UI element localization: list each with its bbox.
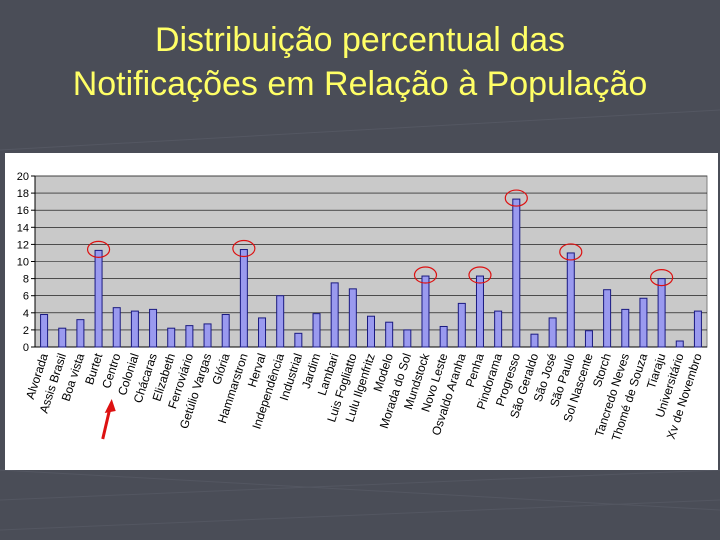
bar-15 xyxy=(294,332,303,348)
bar-28 xyxy=(530,333,539,348)
bar-20 xyxy=(385,321,394,348)
bar-31 xyxy=(584,330,593,348)
highlight-circle xyxy=(649,268,674,287)
bar-14 xyxy=(276,295,285,348)
bar-27 xyxy=(512,198,521,348)
bar-1 xyxy=(40,314,49,348)
bar-8 xyxy=(167,327,176,348)
y-tick-label: 2 xyxy=(23,325,29,337)
highlight-circle xyxy=(413,266,438,284)
slide-title-line-1: Distribuição percentual das xyxy=(154,21,566,59)
y-tick-label: 4 xyxy=(23,308,29,320)
y-tick-label: 0 xyxy=(23,342,29,354)
slide-title: Distribuição percentual das Notificações… xyxy=(0,18,720,106)
bar-4 xyxy=(94,249,103,348)
bar-12 xyxy=(239,249,248,348)
bar-6 xyxy=(130,310,139,348)
bar-2 xyxy=(58,327,67,348)
arrow-shaft xyxy=(101,408,112,440)
bar-22 xyxy=(421,275,430,348)
arrow-head xyxy=(104,399,116,413)
bar-25 xyxy=(475,275,484,348)
bar-36 xyxy=(675,340,684,348)
highlight-circle xyxy=(86,240,111,258)
bar-34 xyxy=(639,297,648,348)
bar-29 xyxy=(548,317,557,348)
y-tick-label: 20 xyxy=(17,171,29,183)
bar-37 xyxy=(693,310,702,348)
bar-26 xyxy=(494,310,503,348)
highlight-circle xyxy=(468,266,492,284)
bar-7 xyxy=(149,308,158,348)
bar-18 xyxy=(348,288,357,348)
bar-16 xyxy=(312,313,321,348)
bar-21 xyxy=(403,329,412,348)
bar-9 xyxy=(185,325,194,348)
bar-10 xyxy=(203,323,212,348)
bar-3 xyxy=(76,319,85,348)
bar-32 xyxy=(603,289,612,348)
chart-panel: 0 2 4 6 8 10 12 14 16 18 20 Alvorada Assis Brasil Boa… xyxy=(5,153,718,470)
bar-13 xyxy=(258,317,267,348)
y-tick-label: 14 xyxy=(17,222,29,234)
highlight-circle xyxy=(232,239,256,258)
bar-5 xyxy=(112,307,121,348)
bar-30 xyxy=(566,252,575,348)
bar-23 xyxy=(439,325,448,348)
y-tick-label: 12 xyxy=(17,239,29,251)
highlight-circle xyxy=(559,243,583,261)
bar-11 xyxy=(221,314,230,348)
bar-19 xyxy=(367,315,375,348)
slide-title-line-2: Notificações em Relação à População xyxy=(72,65,648,103)
highlight-circle xyxy=(504,189,528,207)
bar-17 xyxy=(330,282,339,348)
y-tick-label: 6 xyxy=(23,291,29,303)
bar-33 xyxy=(621,308,630,348)
bar-24 xyxy=(457,302,466,348)
y-tick-label: 18 xyxy=(17,188,29,200)
y-tick-label: 16 xyxy=(17,205,29,217)
bar-35 xyxy=(657,278,666,348)
y-tick-label: 8 xyxy=(23,274,29,286)
y-tick-label: 10 xyxy=(17,257,29,269)
